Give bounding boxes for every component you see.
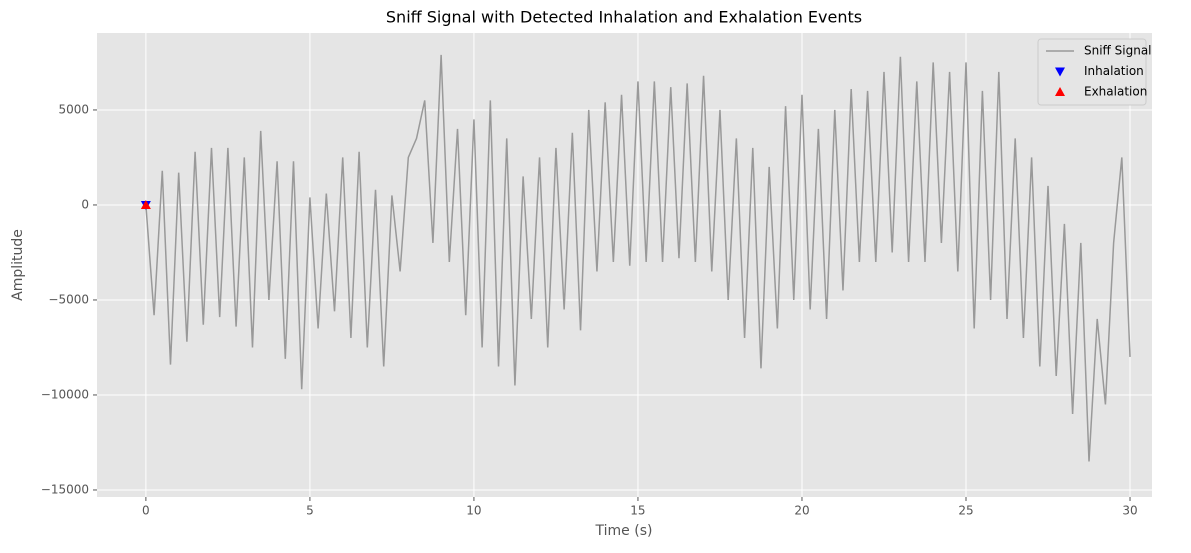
legend: Sniff Signal Inhalation Exhalation bbox=[1037, 38, 1152, 106]
y-tick-label: −15000 bbox=[41, 482, 89, 496]
x-axis-label: Time (s) bbox=[595, 523, 653, 539]
x-tick-label: 30 bbox=[1122, 504, 1137, 518]
y-tick-label: −10000 bbox=[41, 387, 89, 401]
legend-label: Inhalation bbox=[1084, 64, 1144, 78]
x-tick-label: 20 bbox=[794, 504, 809, 518]
legend-box bbox=[1037, 38, 1147, 106]
x-tick-label: 0 bbox=[142, 504, 150, 518]
x-tick-label: 5 bbox=[306, 504, 314, 518]
x-tick-label: 15 bbox=[630, 504, 645, 518]
x-tick-label: 25 bbox=[958, 504, 973, 518]
x-tick-label: 10 bbox=[466, 504, 481, 518]
y-axis-label: Amplitude bbox=[10, 229, 26, 301]
signal-line bbox=[145, 54, 1131, 462]
legend-label: Sniff Signal bbox=[1084, 44, 1152, 58]
legend-swatch bbox=[1055, 67, 1065, 77]
chart-title: Sniff Signal with Detected Inhalation an… bbox=[386, 8, 862, 27]
legend-swatch bbox=[1055, 87, 1065, 96]
y-tick-label: 0 bbox=[81, 197, 89, 211]
legend-label: Exhalation bbox=[1084, 85, 1147, 99]
y-tick-label: −5000 bbox=[48, 292, 89, 306]
event-marker bbox=[140, 199, 151, 209]
y-tick-label: 5000 bbox=[58, 102, 89, 116]
